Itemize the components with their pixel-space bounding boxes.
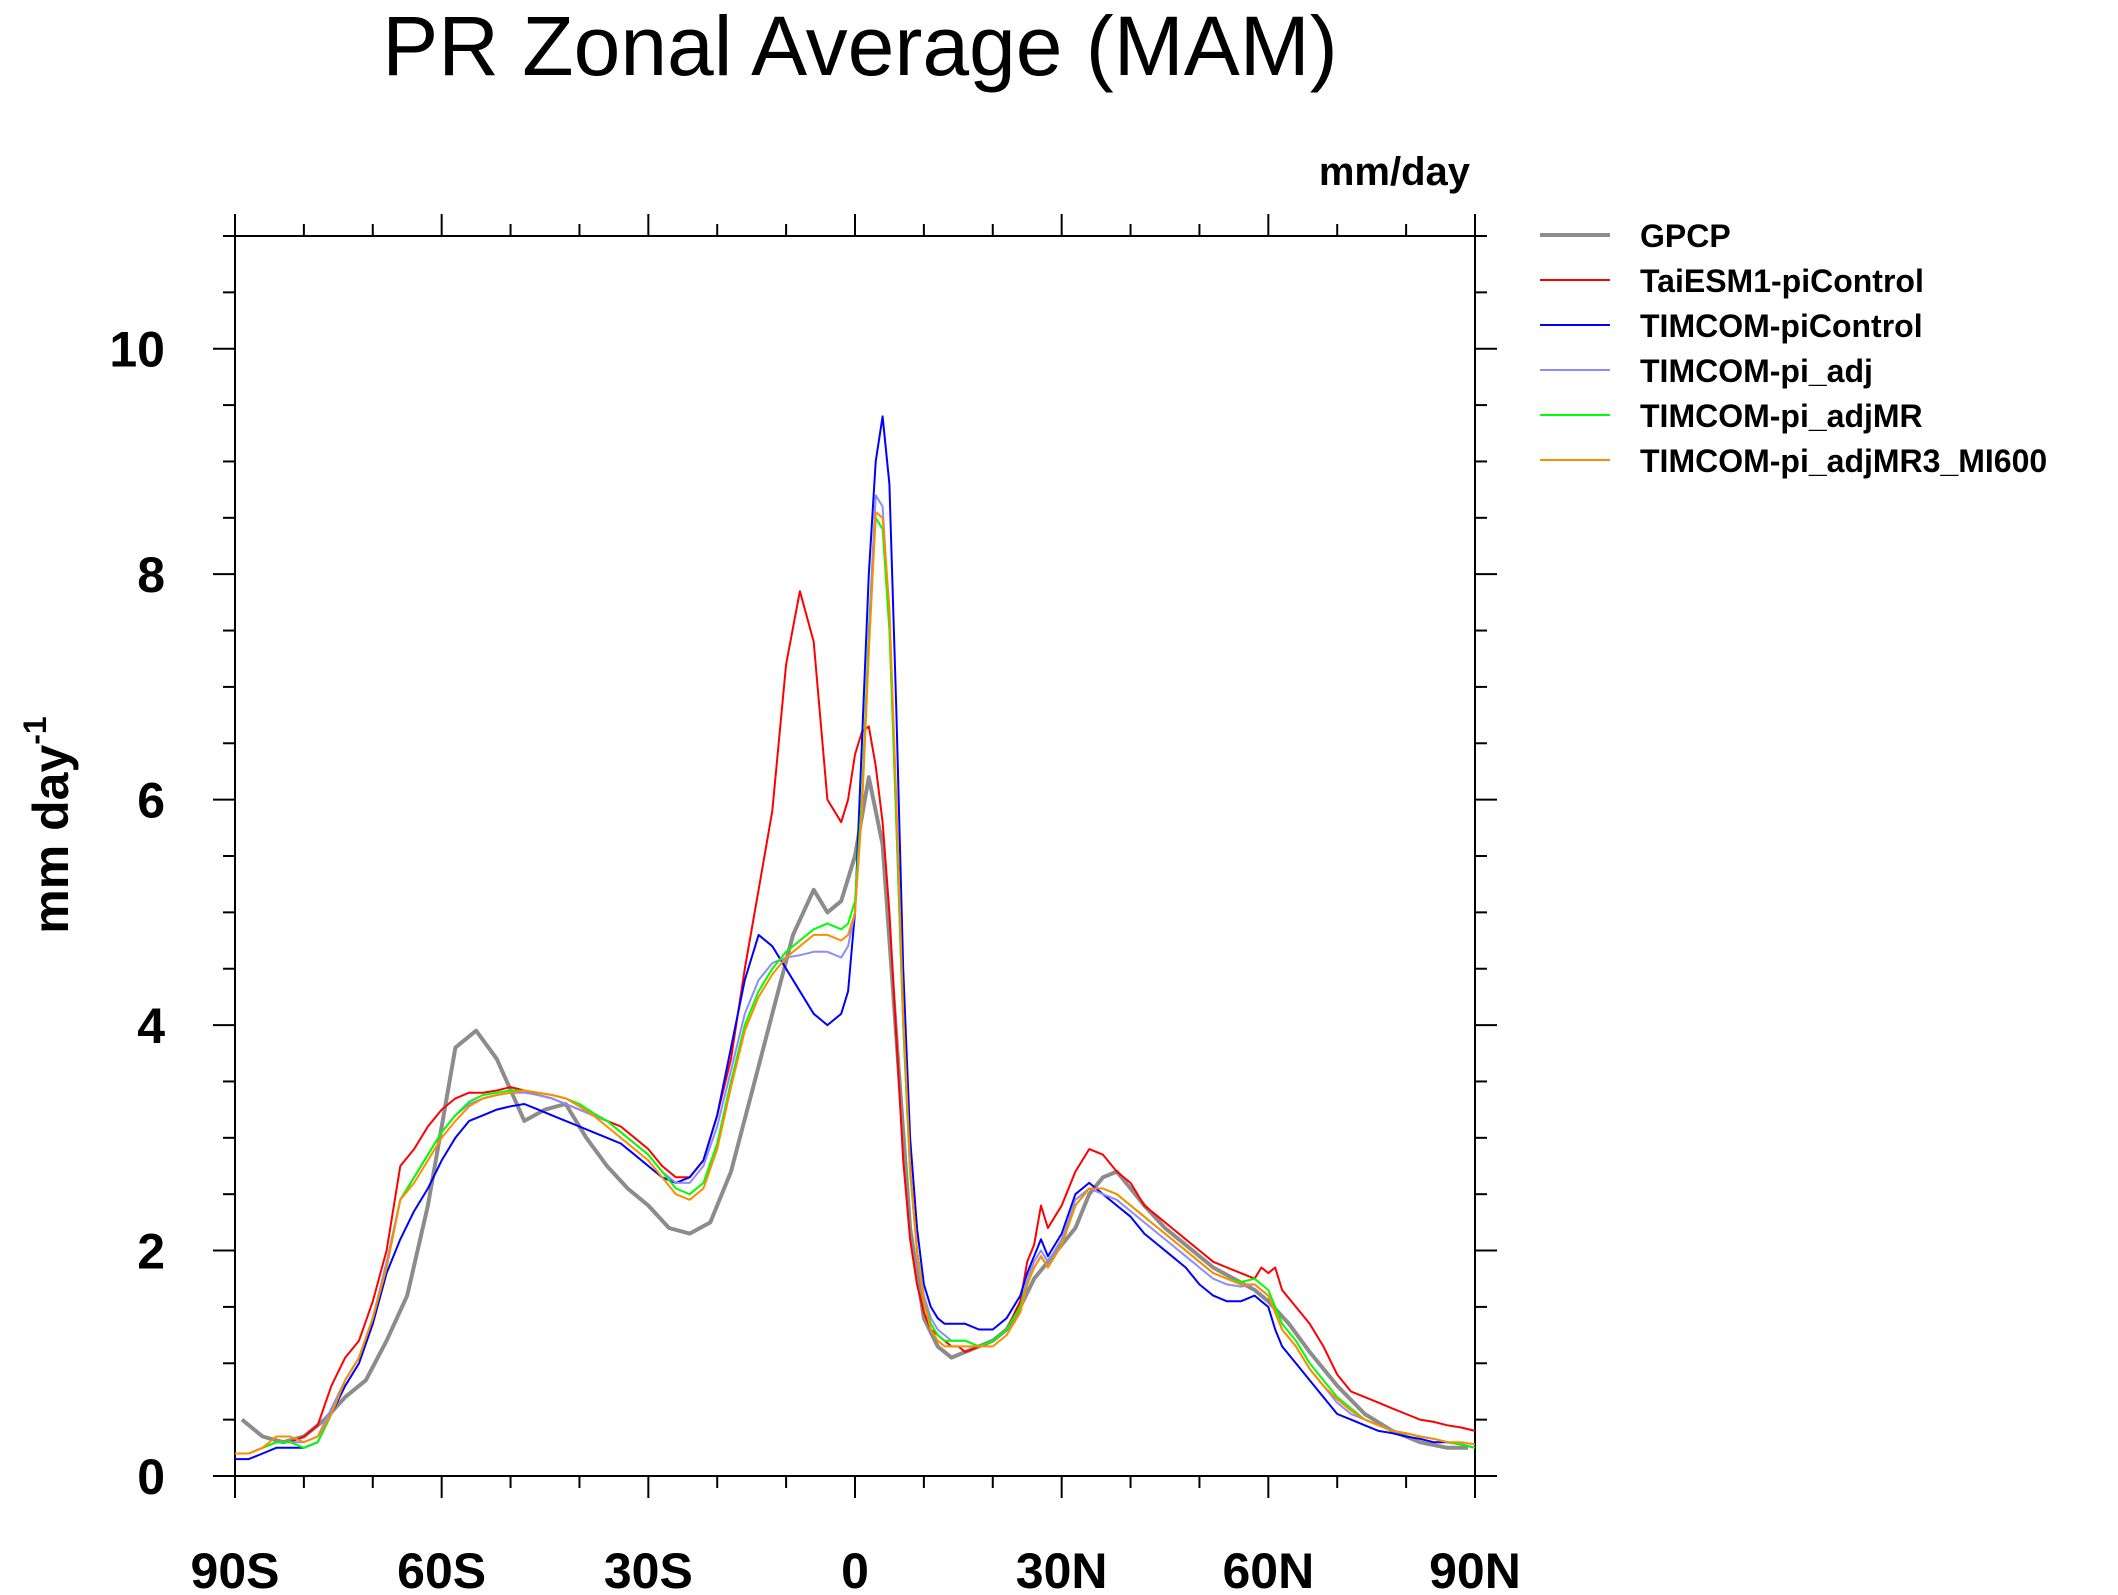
- legend: GPCP TaiESM1-piControl TIMCOM-piControl TIM…: [1540, 218, 2047, 479]
- y-tick-label: 10: [109, 322, 165, 378]
- y-tick-label: 2: [137, 1224, 165, 1280]
- legend-label: GPCP: [1640, 218, 1731, 254]
- plot-lines: [235, 415, 1476, 1461]
- x-tick-label: 60S: [397, 1543, 486, 1595]
- series-line-4: [235, 516, 1476, 1455]
- units-label: mm/day: [1319, 150, 1471, 194]
- x-tick-label: 0: [841, 1543, 869, 1595]
- x-tick-label: 30N: [1016, 1543, 1108, 1595]
- legend-label: TIMCOM-piControl: [1640, 308, 1923, 344]
- legend-label: TIMCOM-pi_adjMR: [1640, 398, 1923, 434]
- x-tick-labels: 90S 60S 30S 0 30N 60N 90N: [191, 1543, 1521, 1595]
- y-tick-label: 8: [137, 547, 165, 603]
- x-tick-label: 90N: [1429, 1543, 1521, 1595]
- x-tick-label: 30S: [604, 1543, 693, 1595]
- series-line-1: [235, 590, 1476, 1455]
- y-tick-label: 4: [137, 998, 165, 1054]
- chart-title: PR Zonal Average (MAM): [382, 0, 1337, 93]
- series-line-3: [235, 494, 1476, 1455]
- y-tick-labels: 0 2 4 6 8 10: [109, 322, 165, 1505]
- y-axis-label-text: mm day: [23, 745, 79, 934]
- x-tick-label: 90S: [191, 1543, 280, 1595]
- legend-label: TaiESM1-piControl: [1640, 263, 1924, 299]
- y-tick-label: 0: [137, 1449, 165, 1505]
- svg-text:mm day-1: mm day-1: [17, 716, 79, 933]
- legend-label: TIMCOM-pi_adj: [1640, 353, 1873, 389]
- axis-ticks: [213, 214, 1497, 1498]
- x-tick-label: 60N: [1222, 1543, 1314, 1595]
- y-tick-label: 6: [137, 773, 165, 829]
- series-line-2: [235, 415, 1476, 1461]
- y-axis-label: mm day-1: [17, 716, 79, 933]
- series-line-5: [235, 511, 1476, 1455]
- y-axis-label-superscript: -1: [17, 716, 53, 744]
- series-line-0: [240, 775, 1469, 1450]
- legend-label: TIMCOM-pi_adjMR3_MI600: [1640, 443, 2047, 479]
